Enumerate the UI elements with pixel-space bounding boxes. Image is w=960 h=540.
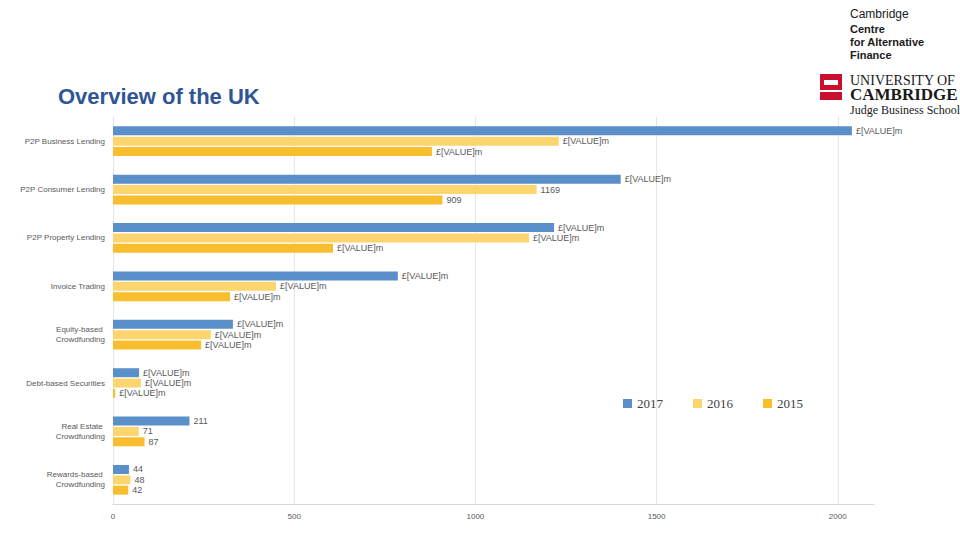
svg-text:P2P Consumer Lending: P2P Consumer Lending: [20, 185, 105, 194]
svg-text:£[VALUE]m: £[VALUE]m: [234, 292, 280, 302]
svg-text:2015: 2015: [777, 396, 803, 411]
svg-text:£[VALUE]m: £[VALUE]m: [143, 368, 189, 378]
svg-text:Invoice Trading: Invoice Trading: [51, 282, 105, 291]
svg-text:£[VALUE]m: £[VALUE]m: [533, 233, 579, 243]
svg-text:Overview of the UK: Overview of the UK: [58, 84, 260, 109]
svg-text:Crowdfunding: Crowdfunding: [56, 335, 105, 344]
svg-text:Debt-based Securities: Debt-based Securities: [26, 379, 105, 388]
svg-text:£[VALUE]m: £[VALUE]m: [215, 330, 261, 340]
svg-text:2000: 2000: [829, 512, 847, 521]
svg-text:Crowdfunding: Crowdfunding: [56, 432, 105, 441]
svg-text:Rewards-based: Rewards-based: [47, 470, 105, 479]
svg-text:£[VALUE]m: £[VALUE]m: [119, 388, 165, 398]
svg-text:1500: 1500: [648, 512, 666, 521]
svg-text:CAMBRIDGE: CAMBRIDGE: [850, 85, 958, 104]
svg-text:71: 71: [143, 426, 153, 436]
svg-text:44: 44: [133, 464, 143, 474]
svg-text:2017: 2017: [637, 396, 664, 411]
svg-text:Crowdfunding: Crowdfunding: [56, 480, 105, 489]
svg-text:500: 500: [288, 512, 302, 521]
svg-text:Judge Business School: Judge Business School: [850, 103, 960, 117]
svg-text:£[VALUE]m: £[VALUE]m: [563, 136, 609, 146]
svg-text:48: 48: [134, 475, 144, 485]
svg-text:0: 0: [111, 512, 116, 521]
svg-text:Real Estate: Real Estate: [61, 422, 105, 431]
svg-text:£[VALUE]m: £[VALUE]m: [280, 281, 326, 291]
svg-text:UNIVERSITY OF: UNIVERSITY OF: [850, 72, 955, 88]
svg-text:£[VALUE]m: £[VALUE]m: [436, 147, 482, 157]
svg-text:211: 211: [193, 416, 207, 426]
svg-text:909: 909: [446, 195, 461, 205]
svg-text:Cambridge: Cambridge: [850, 7, 909, 21]
svg-text:Finance: Finance: [850, 49, 892, 61]
svg-text:1000: 1000: [466, 512, 484, 521]
svg-text:£[VALUE]m: £[VALUE]m: [145, 378, 191, 388]
svg-text:42: 42: [132, 485, 142, 495]
svg-text:2016: 2016: [707, 396, 734, 411]
svg-text:£[VALUE]m: £[VALUE]m: [402, 271, 448, 281]
svg-text:£[VALUE]m: £[VALUE]m: [205, 340, 251, 350]
svg-text:£[VALUE]m: £[VALUE]m: [237, 319, 283, 329]
svg-text:Centre: Centre: [850, 23, 885, 35]
svg-text:87: 87: [149, 437, 159, 447]
svg-text:£[VALUE]m: £[VALUE]m: [856, 126, 902, 136]
svg-text:P2P Property Lending: P2P Property Lending: [27, 233, 105, 242]
svg-text:1169: 1169: [541, 185, 560, 195]
svg-text:£[VALUE]m: £[VALUE]m: [337, 243, 383, 253]
svg-text:£[VALUE]m: £[VALUE]m: [625, 174, 671, 184]
svg-text:Equity-based: Equity-based: [56, 325, 105, 334]
svg-text:P2P Business Lending: P2P Business Lending: [25, 137, 105, 146]
svg-text:£[VALUE]m: £[VALUE]m: [558, 223, 604, 233]
svg-text:for Alternative: for Alternative: [850, 36, 924, 48]
